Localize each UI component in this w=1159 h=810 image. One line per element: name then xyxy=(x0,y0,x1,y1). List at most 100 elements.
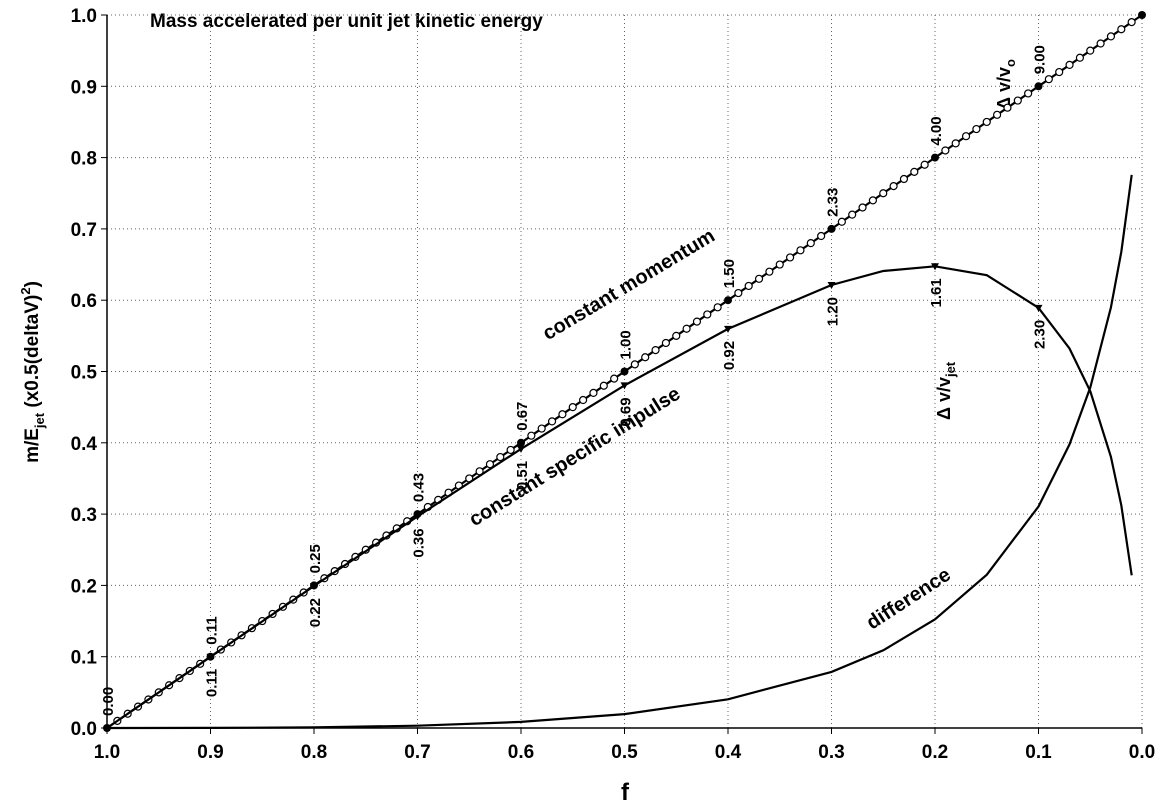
point-marker xyxy=(413,513,422,521)
line-decoration xyxy=(910,167,919,176)
line-decoration xyxy=(817,231,826,241)
line-decoration xyxy=(920,160,929,169)
point-marker xyxy=(1034,304,1043,312)
point-label: 0.11 xyxy=(204,616,221,644)
point-label: 1.00 xyxy=(618,330,635,359)
line-decoration xyxy=(630,360,639,369)
y-tick-label: 0.2 xyxy=(71,576,97,597)
line-decoration xyxy=(485,460,495,469)
point-label: 0.67 xyxy=(514,402,531,431)
y-axis-label: m/Ejet (x0.5(deltaV)2) xyxy=(18,281,47,463)
line-decoration xyxy=(941,146,950,155)
point-label: 0.69 xyxy=(618,397,635,426)
line-decoration xyxy=(837,217,846,226)
line-decoration xyxy=(734,288,743,298)
line-decoration xyxy=(547,417,557,426)
line-decoration xyxy=(610,374,619,383)
y-tick-label: 0.0 xyxy=(71,719,97,740)
line-decoration xyxy=(765,267,774,276)
point-label: 0.11 xyxy=(204,669,221,697)
point-label: 0.51 xyxy=(514,461,531,490)
line-decoration xyxy=(868,196,878,205)
line-decoration xyxy=(951,139,960,148)
line-decoration xyxy=(1117,25,1126,34)
line-decoration xyxy=(889,182,898,191)
line-decoration xyxy=(1024,89,1033,98)
line-decoration xyxy=(879,189,888,198)
series-label: difference xyxy=(863,564,955,635)
line-decoration xyxy=(692,317,702,326)
point-label: 0.25 xyxy=(307,544,324,573)
y-tick-label: 0.5 xyxy=(71,363,98,384)
point-marker xyxy=(1034,82,1043,91)
point-marker xyxy=(827,224,836,233)
point-marker xyxy=(931,153,939,162)
line-decoration xyxy=(1096,39,1105,48)
line-decoration xyxy=(754,274,764,283)
line-decoration xyxy=(506,445,515,455)
y-label-part: m/E xyxy=(22,428,43,463)
line-decoration xyxy=(651,346,660,355)
ratio-sub: o xyxy=(1003,59,1018,67)
line-decoration xyxy=(806,239,815,248)
x-tick-label: 0.3 xyxy=(818,742,844,763)
line-decoration xyxy=(527,431,536,440)
point-label: 0.00 xyxy=(100,687,117,716)
line-decoration xyxy=(641,353,650,362)
x-tick-label: 0.8 xyxy=(301,742,327,763)
point-marker xyxy=(724,325,732,333)
x-tick-label: 1.0 xyxy=(94,742,120,763)
line-decoration xyxy=(785,253,795,262)
point-marker xyxy=(827,282,836,290)
line-decoration xyxy=(1106,32,1116,41)
y-tick-label: 0.8 xyxy=(71,149,97,170)
point-label: 0.43 xyxy=(411,473,428,502)
y-tick-label: 0.3 xyxy=(71,505,97,526)
point-label: 0.22 xyxy=(307,598,324,627)
point-label: 1.20 xyxy=(825,297,842,326)
y-tick-label: 0.9 xyxy=(71,77,97,98)
line-decoration xyxy=(972,124,981,134)
line-decoration xyxy=(496,452,505,462)
chart-title: Mass accelerated per unit jet kinetic en… xyxy=(150,11,543,32)
series-line xyxy=(106,265,1133,729)
line-decoration xyxy=(589,388,598,397)
line-decoration xyxy=(537,424,546,433)
line-decoration xyxy=(1013,96,1022,105)
y-tick-label: 0.6 xyxy=(71,291,97,312)
point-marker xyxy=(1138,11,1146,19)
point-label: 2.33 xyxy=(825,188,842,217)
ratio-text: Δ v/v xyxy=(994,67,1014,110)
point-label: 0.36 xyxy=(411,528,428,557)
line-decoration xyxy=(899,174,909,184)
line-decoration xyxy=(961,132,971,141)
line-decoration xyxy=(661,338,671,348)
ratio-text: Δ v/v xyxy=(934,377,954,420)
x-tick-label: 0.9 xyxy=(197,742,223,763)
x-axis-label: f xyxy=(621,779,630,806)
line-decoration xyxy=(992,110,1002,119)
point-marker xyxy=(206,653,215,661)
point-label: 9.00 xyxy=(1032,45,1049,74)
line-decoration xyxy=(672,331,681,340)
line-decoration xyxy=(1044,75,1053,84)
ratio-label: Δ v/vjet xyxy=(934,361,958,420)
y-label-sup: 2 xyxy=(18,287,33,294)
y-label-sub: jet xyxy=(32,412,47,429)
line-decoration xyxy=(1127,18,1136,27)
x-tick-label: 0.7 xyxy=(404,742,430,763)
x-tick-label: 0.4 xyxy=(715,742,742,763)
point-label: 1.61 xyxy=(928,278,945,307)
ratio-sub: jet xyxy=(943,361,958,378)
y-label-part: (x0.5(deltaV) xyxy=(22,295,43,413)
line-decoration xyxy=(848,210,857,219)
point-marker xyxy=(931,263,939,271)
y-tick-label: 0.1 xyxy=(71,648,98,669)
x-tick-label: 0.5 xyxy=(611,742,638,763)
line-decoration xyxy=(1065,60,1074,70)
x-tick-label: 0.2 xyxy=(922,742,948,763)
line-decoration xyxy=(1075,53,1085,62)
point-marker xyxy=(724,296,732,305)
line-decoration xyxy=(599,381,608,390)
